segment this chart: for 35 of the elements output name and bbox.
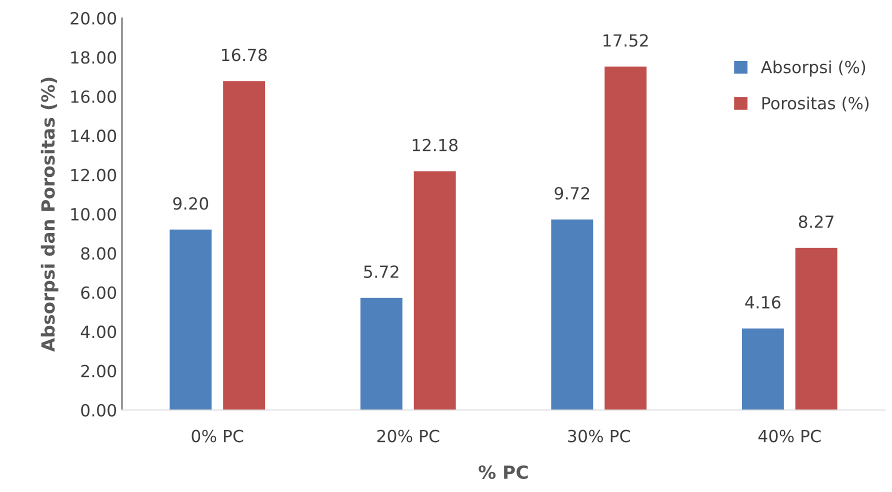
- data-label: 16.78: [222, 48, 267, 62]
- y-tick-label: 2.00: [81, 364, 116, 378]
- x-tick-label: 20% PC: [377, 430, 440, 442]
- y-tick-label: 6.00: [81, 286, 116, 299]
- bar: [360, 298, 402, 410]
- data-label: 9.72: [554, 186, 590, 200]
- data-label: 12.18: [412, 138, 458, 152]
- bar: [604, 66, 647, 410]
- data-label: 4.16: [745, 296, 780, 309]
- y-axis-title: Absorpsi dan Porositas (%): [40, 78, 58, 352]
- y-tick-label: 10.00: [71, 208, 116, 221]
- y-tick-label: 14.00: [71, 130, 116, 142]
- bar: [223, 81, 266, 410]
- y-tick-label: 20.00: [70, 12, 116, 25]
- x-axis-title: % PC: [478, 465, 528, 479]
- data-label: 5.72: [364, 265, 398, 278]
- bar: [414, 171, 456, 410]
- bar: [170, 230, 212, 410]
- data-label: 9.20: [173, 197, 208, 210]
- data-label: 8.27: [798, 215, 834, 228]
- x-tick-label: 0% PC: [192, 430, 244, 442]
- y-tick-label: 4.00: [80, 326, 116, 338]
- y-tick-label: 8.00: [81, 247, 116, 260]
- bar: [551, 219, 594, 410]
- y-tick-label: 16.00: [71, 90, 116, 103]
- y-tick-label: 18.00: [71, 51, 116, 64]
- legend-label: Porositas (%): [762, 96, 869, 112]
- y-tick-label: 12.00: [71, 168, 116, 182]
- data-label: 17.52: [604, 34, 648, 47]
- bar: [795, 248, 838, 410]
- x-tick-label: 40% PC: [758, 430, 821, 442]
- legend-label: Absorpsi (%): [760, 60, 866, 77]
- bar: [742, 328, 784, 410]
- y-tick-label: 0.00: [81, 404, 116, 417]
- x-tick-label: 30% PC: [568, 430, 630, 442]
